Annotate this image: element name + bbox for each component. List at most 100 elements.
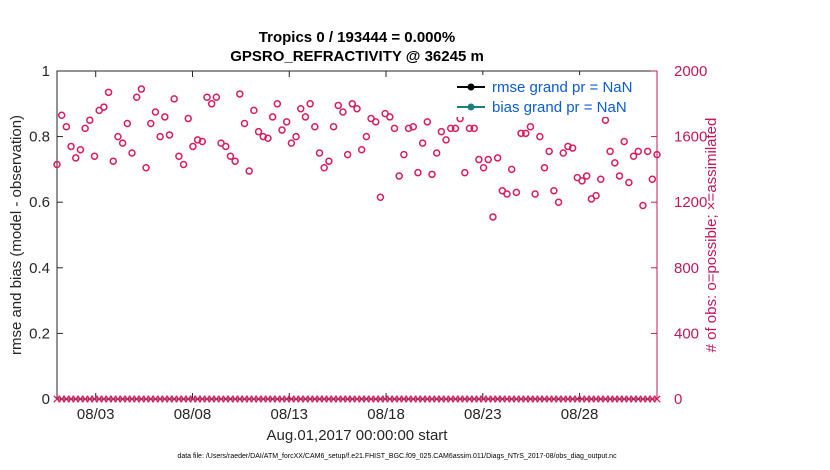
possible-obs-marker (442, 136, 450, 144)
possible-obs-marker (222, 142, 230, 151)
possible-obs-marker (179, 160, 188, 169)
possible-obs-marker (100, 103, 108, 111)
possible-obs-marker (653, 150, 661, 159)
possible-obs-marker (629, 152, 638, 161)
x-axis-label: Aug.01,2017 00:00:00 start (267, 427, 449, 444)
possible-obs-series (53, 85, 661, 221)
possible-obs-marker (634, 147, 642, 156)
possible-obs-marker (470, 124, 478, 133)
left-tick-label: 1 (42, 63, 50, 80)
possible-obs-marker (128, 149, 136, 157)
possible-obs-marker (311, 123, 319, 131)
left-tick-label: 0.4 (29, 260, 50, 277)
possible-obs-marker (325, 157, 333, 165)
possible-obs-marker (479, 164, 488, 172)
legend-box (456, 75, 646, 117)
possible-obs-marker (301, 113, 310, 121)
legend-rmse-label: rmse grand pr = NaN (492, 79, 632, 96)
possible-obs-marker (147, 119, 155, 128)
left-axis-label: rmse and bias (model - observation) (8, 115, 25, 355)
possible-obs-marker (648, 175, 657, 183)
left-axis-ticks: 0 0.2 0.4 0.6 0.8 1 (29, 63, 657, 408)
possible-obs-marker (231, 157, 239, 165)
possible-obs-marker (240, 119, 249, 128)
possible-obs-marker (193, 136, 202, 144)
assimilated-obs-series (53, 395, 661, 403)
possible-obs-marker (72, 154, 80, 162)
possible-obs-marker (400, 150, 408, 159)
possible-obs-marker (207, 100, 216, 108)
x-tick-label: 08/18 (367, 406, 405, 423)
possible-obs-marker (409, 123, 417, 131)
possible-obs-marker (226, 152, 235, 161)
possible-obs-marker (236, 90, 244, 98)
possible-obs-marker (282, 118, 291, 126)
possible-obs-marker (161, 113, 169, 121)
possible-obs-marker (601, 116, 610, 124)
possible-obs-marker (320, 164, 328, 172)
possible-obs-marker (531, 190, 539, 198)
possible-obs-marker (123, 119, 132, 128)
possible-obs-marker (76, 145, 85, 154)
possible-obs-marker (132, 93, 141, 101)
possible-obs-marker (81, 124, 89, 133)
possible-obs-marker (109, 157, 117, 165)
possible-obs-marker (297, 104, 305, 113)
x-tick-label: 08/28 (561, 406, 599, 423)
chart-title-line1: Tropics 0 / 193444 = 0.000% (259, 29, 455, 46)
x-tick-label: 08/13 (270, 406, 308, 423)
possible-obs-marker (404, 124, 413, 133)
possible-obs-marker (189, 142, 197, 151)
possible-obs-marker (362, 132, 371, 141)
possible-obs-marker (334, 101, 342, 110)
possible-obs-marker (245, 167, 253, 175)
left-tick-label: 0.2 (29, 325, 50, 342)
possible-obs-marker (212, 93, 221, 101)
possible-obs-marker (273, 100, 282, 108)
footer-data-file: data file: /Users/raeder/DAI/ATM_forcXX/… (177, 453, 617, 460)
possible-obs-marker (278, 126, 286, 134)
possible-obs-marker (118, 139, 127, 147)
right-tick-label: 1200 (674, 194, 707, 211)
possible-obs-marker (437, 127, 446, 136)
left-tick-label: 0 (42, 391, 50, 408)
possible-obs-marker (428, 170, 436, 179)
x-tick-label: 08/03 (77, 406, 115, 423)
possible-obs-marker (517, 129, 525, 138)
possible-obs-marker (578, 177, 586, 185)
possible-obs-marker (625, 178, 633, 187)
possible-obs-marker (615, 172, 624, 180)
possible-obs-marker (639, 201, 647, 210)
possible-obs-marker (489, 213, 497, 221)
x-axis-ticks: 08/03 08/08 08/13 08/18 08/23 08/28 (77, 71, 598, 423)
plot-area (56, 70, 658, 400)
possible-obs-marker (287, 139, 296, 147)
possible-obs-marker (507, 165, 516, 174)
possible-obs-marker (170, 95, 178, 103)
assimilated-obs-marker (653, 395, 661, 403)
right-axis-ticks: 0 400 800 1200 1600 2000 (656, 63, 707, 408)
right-tick-label: 800 (674, 260, 699, 277)
possible-obs-marker (611, 159, 619, 167)
possible-obs-marker (315, 149, 324, 157)
possible-obs-marker (592, 191, 600, 200)
left-tick-label: 0.6 (29, 194, 50, 211)
possible-obs-marker (554, 198, 563, 206)
possible-obs-marker (493, 154, 502, 162)
possible-obs-marker (175, 152, 183, 161)
possible-obs-marker (423, 118, 432, 126)
possible-obs-marker (357, 145, 366, 154)
legend-rmse-marker (467, 83, 475, 91)
possible-obs-marker (104, 88, 113, 97)
right-axis-label: # of obs: o=possible; ×=assimilated (703, 118, 720, 353)
possible-obs-marker (451, 124, 460, 133)
left-tick-label: 0.8 (29, 129, 50, 146)
possible-obs-marker (536, 132, 544, 141)
right-tick-label: 2000 (674, 63, 707, 80)
possible-obs-marker (465, 124, 474, 133)
possible-obs-marker (540, 164, 549, 172)
possible-obs-marker (390, 124, 399, 133)
possible-obs-marker (343, 150, 352, 159)
possible-obs-marker (86, 116, 94, 124)
